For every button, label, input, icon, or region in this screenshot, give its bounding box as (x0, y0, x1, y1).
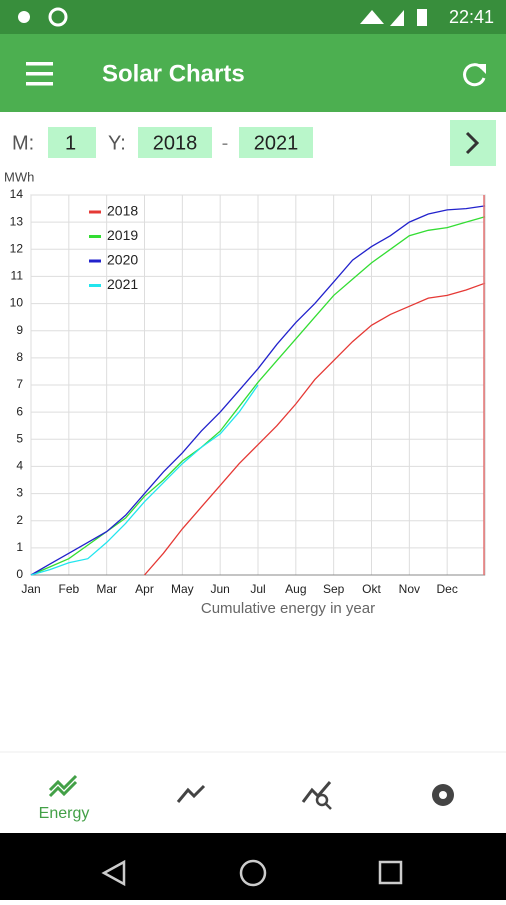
app-bar (0, 34, 506, 112)
x-tick-label: Jun (210, 582, 229, 596)
y-tick-label: 3 (16, 486, 23, 500)
x-tick-label: Apr (135, 582, 154, 596)
bottom-nav (0, 752, 506, 833)
x-tick-label: Okt (362, 582, 381, 596)
legend-label: 2019 (107, 227, 138, 243)
recents-button[interactable] (378, 860, 403, 885)
y-tick-label: 4 (16, 459, 23, 473)
x-tick-label: Feb (58, 582, 79, 596)
system-nav (0, 833, 506, 900)
legend-label: 2018 (107, 203, 138, 219)
x-tick-label: Aug (285, 582, 306, 596)
y-tick-label: 5 (16, 431, 23, 445)
year-to-input[interactable] (239, 127, 313, 158)
nav-label: Energy (39, 805, 90, 822)
y-tick-label: 0 (16, 567, 23, 581)
x-tick-label: Dec (436, 582, 457, 596)
nav-trend[interactable] (176, 784, 206, 803)
month-value: 1 (65, 132, 76, 154)
series-line (30, 384, 259, 576)
menu-button[interactable] (26, 62, 53, 86)
y-tick-label: 8 (16, 350, 23, 364)
back-button[interactable] (101, 859, 126, 887)
y-tick-label: 1 (16, 540, 23, 554)
separator: - (222, 132, 229, 154)
status-bar (0, 0, 506, 34)
y-axis-label: MWh (4, 169, 34, 184)
month-label: M: (12, 132, 34, 154)
y-tick-label: 12 (10, 241, 24, 255)
status-icon (18, 11, 30, 23)
battery-icon (417, 9, 427, 26)
legend-label: 2021 (107, 276, 138, 292)
year-from-input[interactable] (138, 127, 212, 158)
y-tick-label: 14 (10, 187, 24, 201)
y-tick-label: 6 (16, 404, 23, 418)
x-tick-label: May (171, 582, 194, 596)
nav-energy[interactable]: Energy (39, 774, 90, 822)
year-to: 2021 (254, 132, 299, 154)
refresh-arrow (476, 64, 486, 74)
home-button[interactable] (239, 859, 267, 887)
nav-settings[interactable] (432, 784, 454, 806)
x-tick-label: Jan (21, 582, 40, 596)
y-tick-label: 2 (16, 513, 23, 527)
next-button[interactable] (450, 120, 496, 166)
y-tick-label: 11 (11, 269, 24, 283)
y-tick-label: 13 (10, 214, 24, 228)
nav-analyze[interactable] (301, 781, 332, 810)
y-tick-label: 7 (16, 377, 23, 391)
series-line (144, 282, 486, 576)
refresh-button[interactable] (463, 63, 486, 87)
y-tick-label: 9 (16, 323, 23, 337)
year-from: 2018 (153, 132, 198, 154)
x-tick-label: Mar (96, 582, 117, 596)
x-axis-label: Cumulative energy in year (201, 600, 375, 617)
signal-icon (390, 10, 404, 26)
x-tick-label: Sep (323, 582, 345, 596)
series-line (30, 205, 486, 576)
month-input[interactable] (48, 127, 96, 158)
x-tick-label: Jul (250, 582, 265, 596)
status-icon (48, 7, 68, 27)
status-time: 22:41 (449, 7, 494, 27)
next-arrow (465, 131, 480, 155)
wifi-icon (360, 10, 384, 24)
app-title: Solar Charts (102, 60, 245, 87)
x-tick-label: Nov (399, 582, 420, 596)
year-label: Y: (108, 132, 126, 154)
legend-label: 2020 (107, 252, 138, 268)
y-tick-label: 10 (10, 296, 24, 310)
